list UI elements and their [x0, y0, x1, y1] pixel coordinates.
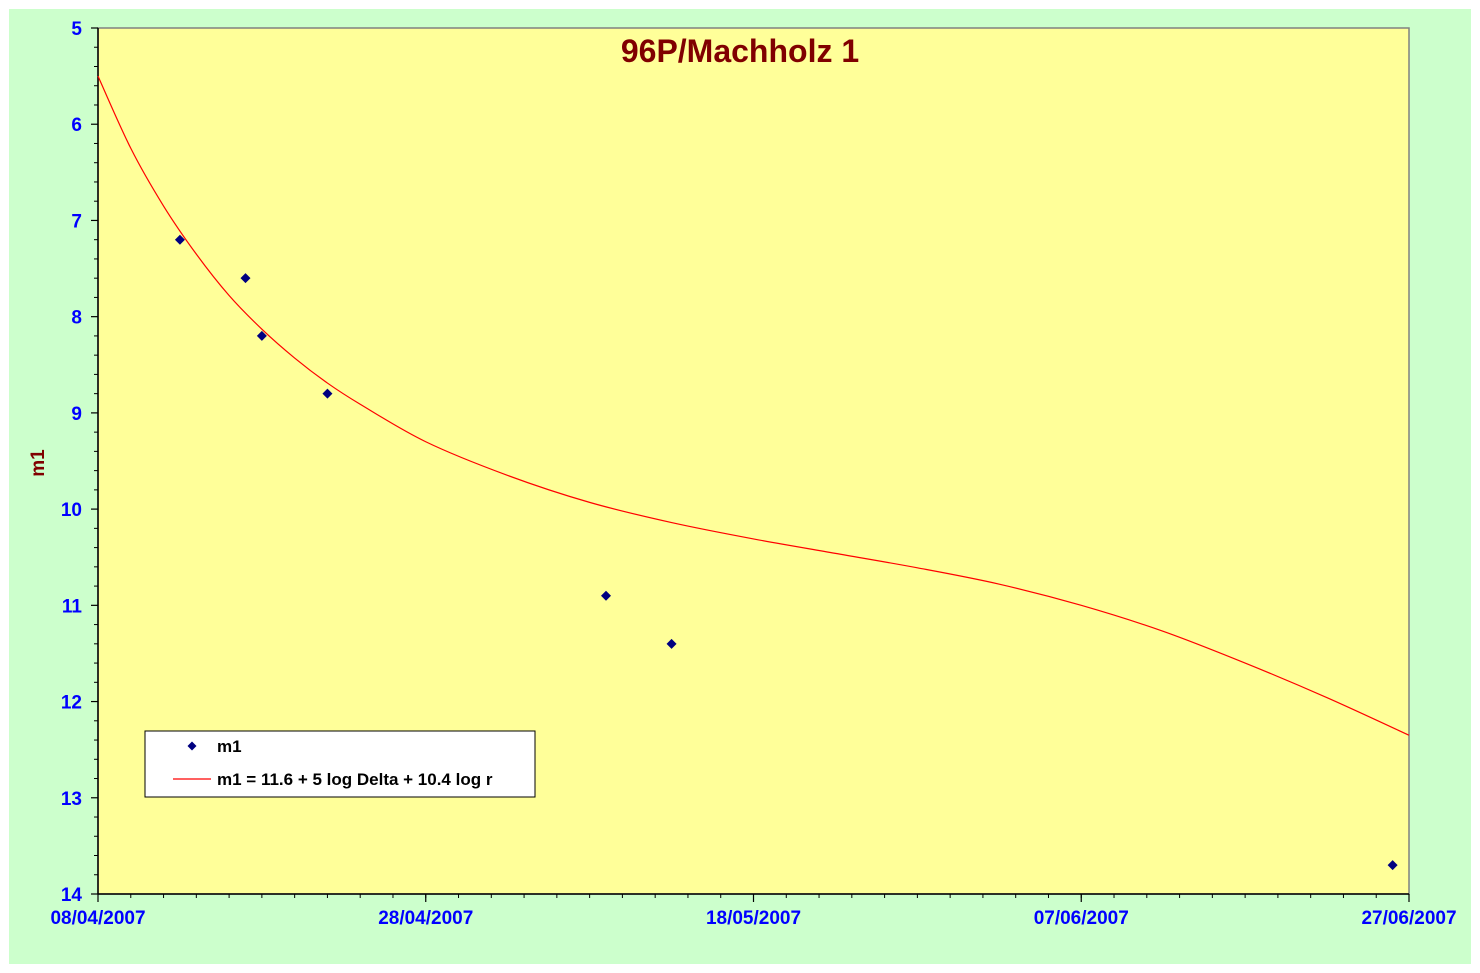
legend-marker-m1 [187, 741, 197, 751]
y-tick-label: 9 [71, 404, 82, 425]
x-tick-label: 18/05/2007 [706, 908, 801, 929]
data-point-m1 [256, 330, 267, 341]
x-tick-label: 27/06/2007 [1361, 908, 1456, 929]
fit-line-layer [97, 75, 1410, 736]
legend-label-m1: m1 [217, 737, 242, 756]
points-layer [174, 234, 1398, 871]
y-tick-label: 13 [61, 789, 82, 810]
data-point-m1 [601, 590, 612, 601]
x-tick-label: 28/04/2007 [378, 908, 473, 929]
y-tick-label: 12 [61, 693, 82, 714]
legend-box [144, 730, 536, 798]
data-point-m1 [666, 638, 677, 649]
data-point-m1 [174, 234, 185, 245]
y-tick-label: 8 [71, 308, 82, 329]
data-point-m1 [1387, 860, 1398, 871]
x-tick-label: 08/04/2007 [50, 908, 145, 929]
y-tick-label: 6 [71, 115, 82, 136]
data-point-m1 [240, 273, 251, 284]
y-tick-label: 7 [71, 211, 82, 232]
y-axis-title: m1 [28, 449, 49, 477]
legend-label-fit: m1 = 11.6 + 5 log Delta + 10.4 log r [217, 770, 493, 789]
y-tick-label: 11 [62, 596, 83, 617]
chart-title: 96P/Machholz 1 [621, 33, 859, 69]
y-tick-label: 14 [61, 885, 83, 906]
legend: m1 m1 = 11.6 + 5 log Delta + 10.4 log r [144, 730, 536, 798]
y-tick-label: 10 [61, 500, 82, 521]
data-point-m1 [322, 388, 333, 399]
x-tick-label: 07/06/2007 [1034, 908, 1129, 929]
y-tick-label: 5 [71, 19, 82, 40]
fit-line [97, 75, 1410, 736]
